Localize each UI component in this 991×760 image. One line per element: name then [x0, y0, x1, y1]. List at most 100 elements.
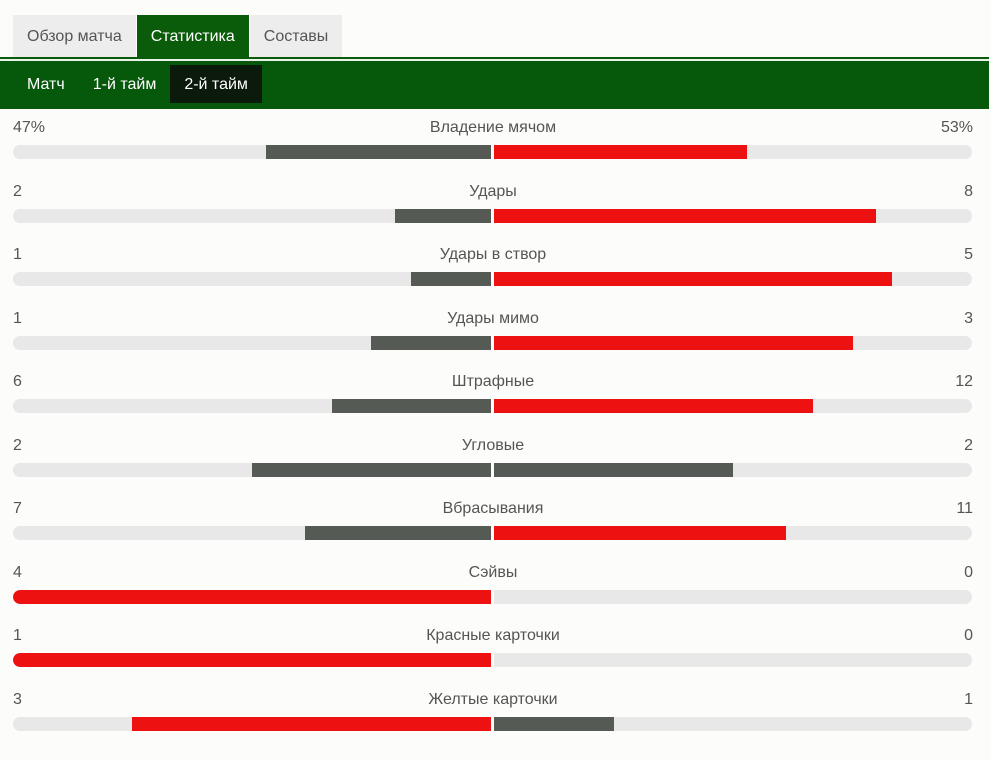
stat-label: Владение мячом	[429, 119, 557, 136]
stat-home-value: 7	[13, 500, 22, 517]
stat-row: Удары мимо 1 3	[13, 310, 973, 374]
stat-bar-away-fill	[494, 526, 786, 540]
stat-bar-away-fill	[494, 462, 733, 477]
stat-bar-away-fill	[494, 145, 747, 159]
stat-bar-home-fill	[371, 335, 491, 350]
stat-bar-home-fill	[305, 526, 491, 540]
stat-home-value: 47%	[13, 119, 46, 136]
stat-label: Вбрасывания	[442, 500, 544, 517]
stat-bar-away-fill	[494, 716, 614, 731]
stat-header: Сэйвы 4 0	[13, 564, 973, 584]
stats-list: Владение мячом 47% 53% Удары 2 8 Удары в створ…	[13, 119, 973, 754]
stat-bar-away-fill	[494, 272, 892, 286]
stat-header: Штрафные 6 12	[13, 373, 973, 393]
stat-header: Удары мимо 1 3	[13, 310, 973, 330]
stat-header: Удары в створ 1 5	[13, 246, 973, 266]
stat-bar	[13, 526, 973, 540]
stat-bar	[13, 399, 973, 413]
tab-period-match[interactable]: Матч	[27, 76, 65, 93]
stat-label: Сэйвы	[468, 563, 518, 581]
tab-statistics[interactable]: Статистика	[136, 15, 249, 57]
stat-bar-home-fill	[395, 208, 491, 223]
stat-label: Желтые карточки	[428, 690, 558, 708]
stat-home-value: 6	[13, 373, 22, 390]
period-tabs: Матч 1-й тайм 2-й тайм	[13, 65, 262, 103]
stat-bar	[13, 716, 973, 731]
stat-home-value: 1	[13, 309, 22, 327]
stat-bar-home-track	[13, 653, 491, 667]
stat-bar	[13, 335, 973, 350]
stat-bar-away-fill	[494, 399, 813, 413]
stat-bar-home-fill	[13, 653, 491, 667]
stat-row: Угловые 2 2	[13, 437, 973, 501]
stat-label: Красные карточки	[426, 627, 560, 644]
stat-bar-away-track	[494, 462, 972, 477]
stat-away-value: 1	[964, 690, 973, 708]
stat-bar-home-track	[13, 462, 491, 477]
stat-row: Удары 2 8	[13, 183, 973, 247]
stat-home-value: 4	[13, 563, 22, 581]
stat-bar-home-fill	[332, 399, 491, 413]
stat-bar-home-fill	[13, 589, 491, 604]
stat-bar-away-fill	[494, 335, 853, 350]
stat-bar-home-track	[13, 399, 491, 413]
stat-header: Угловые 2 2	[13, 437, 973, 457]
stat-row: Сэйвы 4 0	[13, 564, 973, 628]
stat-away-value: 11	[956, 500, 973, 517]
stat-bar-away-track	[494, 526, 972, 540]
stat-header: Красные карточки 1 0	[13, 627, 973, 647]
stat-bar	[13, 653, 973, 667]
stat-row: Удары в створ 1 5	[13, 246, 973, 310]
stat-bar-home-fill	[266, 145, 491, 159]
stat-label: Угловые	[461, 436, 525, 454]
stat-label: Удары мимо	[447, 309, 539, 327]
tab-period-first-half[interactable]: 1-й тайм	[92, 76, 157, 93]
stat-row: Желтые карточки 3 1	[13, 691, 973, 755]
stat-home-value: 1	[13, 627, 22, 644]
stat-header: Удары 2 8	[13, 183, 973, 203]
stat-bar	[13, 462, 973, 477]
stat-away-value: 12	[955, 373, 973, 390]
stat-bar-home-fill	[132, 716, 491, 731]
period-tabs-bar: Матч 1-й тайм 2-й тайм	[0, 57, 989, 109]
stat-away-value: 8	[964, 182, 973, 200]
stat-label: Удары в створ	[439, 246, 547, 263]
stat-away-value: 0	[964, 627, 973, 644]
stat-away-value: 5	[964, 246, 973, 263]
tab-match-overview[interactable]: Обзор матча	[13, 15, 136, 57]
stat-home-value: 1	[13, 246, 22, 263]
stat-away-value: 0	[964, 563, 973, 581]
stat-away-value: 2	[964, 436, 973, 454]
stat-header: Вбрасывания 7 11	[13, 500, 973, 520]
tab-period-second-half[interactable]: 2-й тайм	[170, 65, 262, 103]
stat-home-value: 3	[13, 690, 22, 708]
stat-bar-home-track	[13, 335, 491, 350]
stat-bar	[13, 589, 973, 604]
stat-bar-away-track	[494, 589, 972, 604]
stat-bar-home-fill	[411, 272, 491, 286]
tab-lineups[interactable]: Составы	[249, 15, 343, 57]
stat-bar-home-fill	[252, 462, 491, 477]
stat-label: Удары	[469, 182, 517, 200]
stat-away-value: 3	[964, 309, 973, 327]
stat-row: Вбрасывания 7 11	[13, 500, 973, 564]
stat-row: Красные карточки 1 0	[13, 627, 973, 691]
stat-away-value: 53%	[940, 119, 973, 136]
stat-bar-home-track	[13, 272, 491, 286]
stat-header: Владение мячом 47% 53%	[13, 119, 973, 139]
stat-bar	[13, 208, 973, 223]
stat-label: Штрафные	[451, 373, 535, 390]
stat-row: Владение мячом 47% 53%	[13, 119, 973, 183]
stat-bar-home-track	[13, 208, 491, 223]
stat-bar-away-fill	[494, 208, 876, 223]
stat-bar	[13, 145, 973, 159]
main-tabs: Обзор матча Статистика Составы	[13, 15, 343, 57]
stat-row: Штрафные 6 12	[13, 373, 973, 437]
stat-bar	[13, 272, 973, 286]
stat-home-value: 2	[13, 182, 22, 200]
stat-bar-away-track	[494, 716, 972, 731]
stat-bar-home-track	[13, 589, 491, 604]
stat-bar-away-track	[494, 145, 972, 159]
stat-header: Желтые карточки 3 1	[13, 691, 973, 711]
stat-bar-away-track	[494, 335, 972, 350]
